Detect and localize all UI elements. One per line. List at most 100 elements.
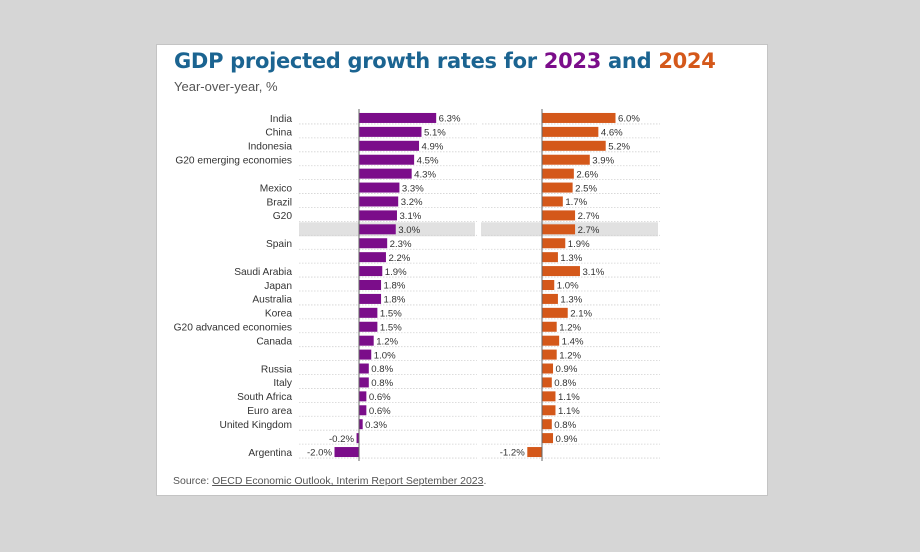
value-label-2024: -1.2%	[500, 448, 526, 459]
value-label-2023: 1.8%	[384, 281, 406, 292]
value-label-2023: 3.1%	[399, 211, 421, 222]
title-year-2023: 2023	[543, 49, 602, 73]
value-label-2024: 1.0%	[557, 281, 579, 292]
category-label: Russia	[261, 364, 292, 375]
bar-2024	[542, 252, 558, 263]
value-label-2023: 4.3%	[414, 169, 436, 180]
value-label-2024: 2.5%	[575, 183, 597, 194]
bar-2024	[542, 168, 574, 179]
bar-2024	[542, 349, 557, 360]
category-label: Italy	[273, 378, 293, 389]
bar-2024	[542, 210, 576, 221]
category-label: G20 advanced economies	[174, 323, 292, 334]
category-label: China	[265, 128, 292, 139]
source-suffix: .	[483, 475, 487, 487]
bar-2023	[359, 307, 378, 318]
category-label: Argentina	[248, 448, 292, 459]
value-label-2024: 1.4%	[562, 336, 584, 347]
bar-2024	[542, 196, 563, 207]
bar-2023	[359, 266, 383, 277]
bar-2024	[542, 293, 558, 304]
category-label: Korea	[265, 309, 293, 320]
value-label-2023: -0.2%	[329, 434, 355, 445]
category-label: India	[270, 114, 292, 125]
category-label: Brazil	[267, 197, 292, 208]
bar-2023	[359, 363, 369, 374]
value-label-2024: 6.0%	[618, 114, 640, 125]
source-prefix: Source:	[173, 475, 213, 487]
value-label-2023: -2.0%	[307, 448, 333, 459]
bar-2023	[359, 238, 388, 249]
value-label-2023: 1.8%	[384, 295, 406, 306]
bar-2023	[356, 433, 359, 444]
value-label-2023: 1.2%	[376, 336, 398, 347]
chart-title: GDP projected growth rates for 2023 and …	[174, 49, 716, 73]
source-link[interactable]: OECD Economic Outlook, Interim Report Se…	[212, 475, 484, 487]
category-label: Mexico	[260, 183, 293, 194]
bar-2023	[359, 280, 382, 290]
bar-2024	[542, 391, 556, 402]
value-label-2023: 6.3%	[439, 114, 461, 125]
title-conjunction: and	[601, 49, 659, 73]
bar-2023	[359, 210, 397, 221]
category-label: Saudi Arabia	[234, 267, 292, 278]
value-label-2024: 4.6%	[601, 128, 623, 139]
bar-2024	[542, 266, 580, 277]
chart-card: GDP projected growth rates for 2023 and …	[156, 44, 768, 496]
value-label-2024: 1.3%	[560, 253, 582, 264]
bar-2023	[359, 182, 400, 193]
category-label: Spain	[266, 239, 292, 250]
bar-2024	[542, 280, 555, 290]
bar-2023	[359, 140, 420, 151]
value-label-2024: 1.1%	[558, 406, 580, 417]
bar-2023	[359, 252, 386, 263]
category-label: South Africa	[237, 392, 292, 403]
value-label-2024: 5.2%	[608, 142, 630, 153]
category-label: United Kingdom	[220, 420, 293, 431]
value-label-2024: 0.9%	[556, 364, 578, 375]
bar-2023	[359, 154, 415, 165]
bar-2024	[542, 224, 576, 235]
bar-2024	[542, 321, 557, 332]
value-label-2023: 4.9%	[422, 142, 444, 153]
bar-2023	[359, 224, 396, 235]
value-label-2023: 0.8%	[371, 378, 393, 389]
value-label-2024: 0.9%	[556, 434, 578, 445]
value-label-2024: 3.9%	[592, 155, 614, 166]
bar-2023	[359, 126, 422, 137]
value-label-2023: 3.2%	[401, 197, 423, 208]
bar-2024	[542, 154, 590, 165]
bar-2024	[542, 433, 554, 444]
bar-2024	[542, 140, 606, 151]
bar-2023	[359, 321, 378, 332]
category-label: G20	[273, 211, 293, 222]
bar-2024	[542, 126, 599, 137]
value-label-2024: 0.8%	[554, 420, 576, 431]
category-label: Canada	[256, 336, 292, 347]
value-label-2024: 1.1%	[558, 392, 580, 403]
bar-2023	[359, 349, 372, 360]
bar-2024	[542, 182, 573, 193]
value-label-2024: 1.2%	[559, 350, 581, 361]
bar-2023	[359, 419, 363, 430]
value-label-2024: 2.6%	[576, 169, 598, 180]
bar-2023	[359, 377, 369, 388]
title-prefix: GDP projected growth rates for	[174, 49, 544, 73]
bar-2023	[359, 168, 412, 179]
value-label-2024: 2.1%	[570, 309, 592, 320]
value-label-2024: 1.9%	[568, 239, 590, 250]
bar-chart: India China Indonesia G20 emerging economie…	[174, 109, 660, 461]
value-label-2023: 3.3%	[402, 183, 424, 194]
bar-2023	[359, 335, 374, 346]
bar-2023	[359, 112, 437, 123]
bar-2024	[542, 238, 566, 249]
bar-2024	[527, 447, 542, 458]
category-label: Euro area	[247, 406, 292, 417]
bar-2023	[359, 405, 367, 416]
value-label-2024: 3.1%	[582, 267, 604, 278]
title-year-2024: 2024	[658, 49, 716, 73]
bar-2023	[359, 196, 399, 207]
value-label-2024: 2.7%	[578, 211, 600, 222]
category-label: Australia	[252, 295, 292, 306]
value-label-2023: 1.5%	[380, 309, 402, 320]
